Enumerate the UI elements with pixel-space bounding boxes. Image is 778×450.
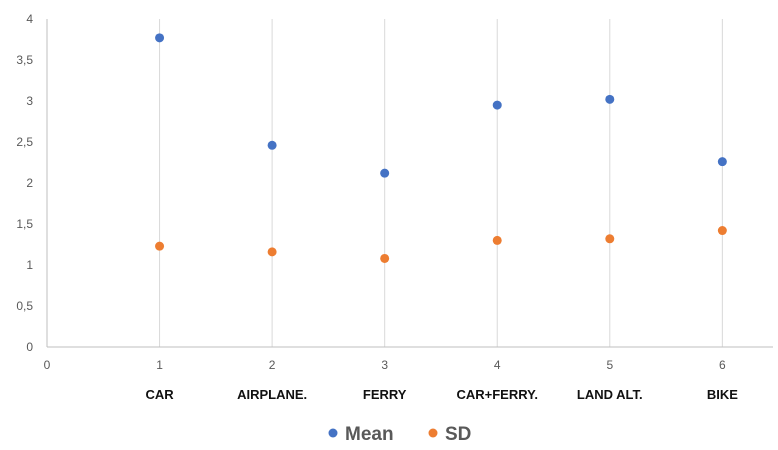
y-tick-label: 1,5	[16, 217, 33, 231]
x-tick-label: 0	[44, 358, 51, 372]
legend-label-sd: SD	[445, 424, 471, 445]
category-labels: CAR AIRPLANE. FERRY CAR+FERRY. LAND ALT. BIKE	[145, 387, 738, 402]
data-points	[155, 33, 727, 263]
y-tick-label: 0	[26, 340, 33, 354]
y-tick-label: 2,5	[16, 135, 33, 149]
legend-marker-mean	[328, 428, 338, 438]
axes	[46, 19, 773, 348]
point-sd	[605, 234, 615, 244]
category-label: CAR+FERRY.	[456, 387, 538, 402]
x-tick-label: 3	[381, 358, 388, 372]
y-axis-tick-labels: 0 0,5 1 1,5 2 2,5 3 3,5 4	[16, 12, 33, 354]
category-label: BIKE	[707, 387, 738, 402]
point-mean	[267, 140, 277, 150]
point-mean	[155, 33, 165, 43]
point-sd	[380, 253, 390, 263]
gridlines	[159, 19, 723, 347]
point-mean	[605, 94, 615, 104]
x-tick-label: 6	[719, 358, 726, 372]
legend: Mean SD	[328, 424, 471, 445]
y-tick-label: 3	[26, 94, 33, 108]
y-tick-label: 0,5	[16, 299, 33, 313]
category-label: FERRY	[363, 387, 407, 402]
category-label: LAND ALT.	[577, 387, 643, 402]
point-sd	[155, 241, 165, 251]
point-sd	[492, 235, 502, 245]
x-tick-label: 1	[156, 358, 163, 372]
x-tick-label: 4	[494, 358, 501, 372]
y-tick-label: 2	[26, 176, 33, 190]
y-tick-label: 1	[26, 258, 33, 272]
y-tick-label: 4	[26, 12, 33, 26]
point-mean	[492, 100, 502, 110]
point-mean	[380, 168, 390, 178]
x-axis-tick-labels: 0 1 2 3 4 5 6	[44, 358, 726, 372]
category-label: AIRPLANE.	[237, 387, 307, 402]
legend-marker-sd	[428, 428, 438, 438]
x-tick-label: 2	[269, 358, 276, 372]
point-sd	[267, 247, 277, 257]
y-tick-label: 3,5	[16, 53, 33, 67]
legend-label-mean: Mean	[345, 424, 394, 445]
point-mean	[717, 157, 727, 167]
x-tick-label: 5	[606, 358, 613, 372]
point-sd	[717, 226, 727, 236]
category-label: CAR	[145, 387, 174, 402]
